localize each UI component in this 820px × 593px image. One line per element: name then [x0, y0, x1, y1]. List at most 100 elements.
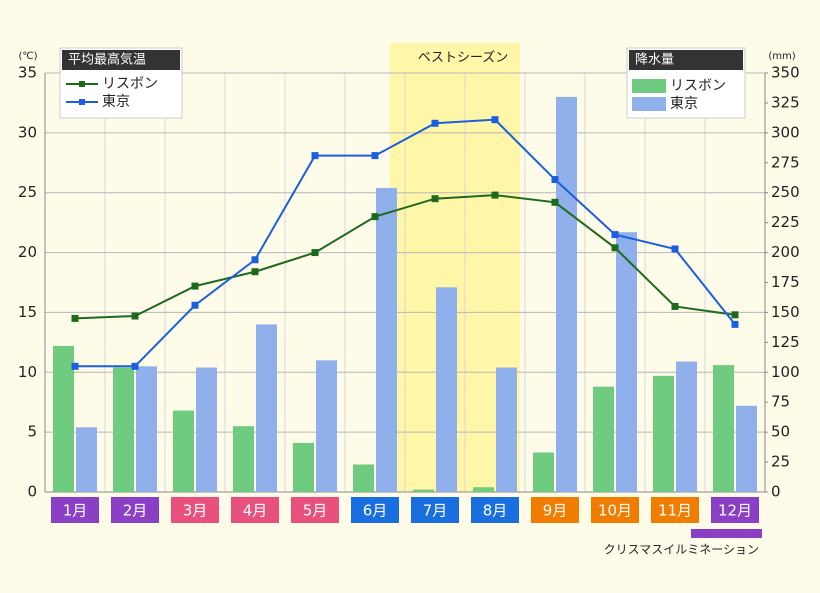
y2-tick-label: 250 — [771, 183, 800, 201]
point — [251, 268, 259, 276]
legend-title-bg — [629, 50, 743, 70]
y2-tick-label: 50 — [771, 423, 790, 441]
legend-title-bg — [62, 50, 180, 70]
month-box — [351, 497, 399, 523]
line — [75, 118, 736, 368]
y2-tick-label: 275 — [771, 153, 800, 171]
y2-tick-label: 25 — [771, 453, 790, 471]
point — [731, 311, 739, 319]
x-tick-label: 9月 — [543, 502, 568, 520]
y2-tick-label: 175 — [771, 273, 800, 291]
point — [71, 314, 79, 322]
highlight-label: ベストシーズン — [418, 50, 509, 66]
month-box — [531, 497, 579, 523]
point — [371, 152, 379, 160]
point — [491, 116, 499, 124]
note-label: クリスマスイルミネーション — [604, 543, 759, 557]
x-tick-label: 10月 — [598, 502, 632, 520]
point — [311, 152, 319, 160]
bar — [173, 410, 194, 492]
legend-swatch — [632, 97, 666, 111]
x-tick-label: 11月 — [658, 502, 692, 520]
y-tick-label: 10 — [18, 363, 37, 381]
y-tick-label: 35 — [18, 64, 37, 82]
legend-swatch — [632, 79, 666, 93]
y2-tick-label: 150 — [771, 303, 800, 321]
bar — [53, 345, 74, 492]
month-box — [471, 497, 519, 523]
legend-point — [79, 81, 85, 87]
point — [671, 245, 679, 253]
bar — [293, 442, 314, 492]
y2-tick-label: 125 — [771, 333, 800, 351]
x-tick-label: 5月 — [303, 502, 328, 520]
y-tick-label: 5 — [27, 423, 37, 441]
bar — [233, 426, 254, 492]
x-tick-label: 3月 — [183, 502, 208, 520]
y2-tick-label: 100 — [771, 363, 800, 381]
point — [131, 312, 139, 320]
y2-unit: (mm) — [768, 51, 795, 62]
point — [191, 282, 199, 290]
bar — [736, 405, 757, 492]
point — [431, 195, 439, 203]
point — [191, 301, 199, 309]
y2-tick-label: 225 — [771, 213, 800, 231]
y2-tick-label: 350 — [771, 64, 800, 82]
bar — [533, 452, 554, 492]
point — [431, 119, 439, 127]
month-box — [51, 497, 99, 523]
bar — [136, 366, 157, 492]
x-tick-label: 2月 — [123, 502, 148, 520]
month-box — [411, 497, 459, 523]
point — [371, 213, 379, 221]
point — [731, 320, 739, 328]
bar — [76, 427, 97, 492]
bar — [473, 487, 494, 492]
month-box — [651, 497, 699, 523]
month-box — [231, 497, 279, 523]
month-box — [111, 497, 159, 523]
point — [491, 191, 499, 199]
legend-label: リスボン — [670, 78, 726, 94]
y2-tick-label: 75 — [771, 393, 790, 411]
month-box — [591, 497, 639, 523]
point — [611, 244, 619, 252]
bar — [556, 96, 577, 492]
y2-tick-label: 200 — [771, 243, 800, 261]
x-tick-label: 4月 — [243, 502, 268, 520]
point — [671, 302, 679, 310]
bar — [436, 287, 457, 492]
point — [131, 362, 139, 370]
bar — [113, 367, 134, 492]
line — [74, 194, 736, 320]
y2-tick-label: 325 — [771, 93, 800, 111]
month-box — [711, 497, 759, 523]
x-tick-label: 12月 — [718, 502, 752, 520]
bar — [616, 232, 637, 492]
legend-point — [79, 99, 85, 105]
bar — [196, 367, 217, 492]
x-tick-label: 1月 — [63, 502, 88, 520]
legend-label: 東京 — [670, 96, 698, 112]
y-unit: (℃) — [18, 51, 37, 62]
point — [251, 256, 259, 264]
bar — [593, 386, 614, 492]
point — [71, 362, 79, 370]
legend-title: 平均最高気温 — [68, 52, 146, 68]
point — [551, 176, 559, 184]
point — [551, 198, 559, 206]
bar — [256, 324, 277, 492]
note-bar — [691, 529, 762, 538]
y-tick-label: 20 — [18, 243, 37, 261]
legend-label: リスボン — [102, 76, 158, 92]
x-tick-label: 7月 — [423, 502, 448, 520]
y2-tick-label: 300 — [771, 123, 800, 141]
x-tick-label: 8月 — [483, 502, 508, 520]
month-box — [291, 497, 339, 523]
bar — [713, 365, 734, 492]
bar — [676, 361, 697, 492]
y2-tick-label: 0 — [771, 483, 781, 501]
